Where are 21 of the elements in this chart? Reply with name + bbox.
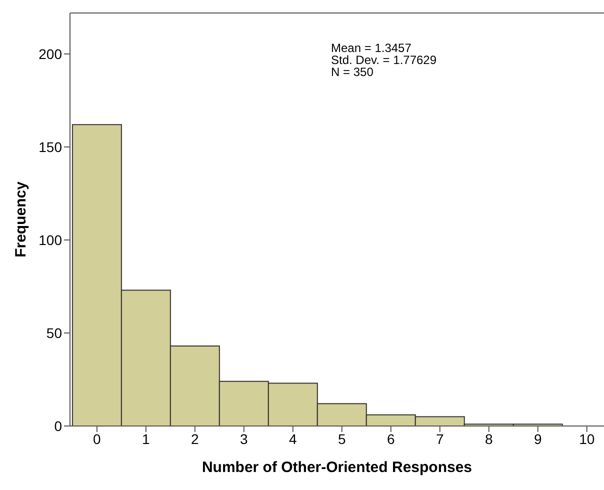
- annotation: N = 350: [331, 65, 374, 79]
- y-tick-label: 100: [38, 232, 62, 248]
- x-tick-label: 0: [93, 430, 102, 447]
- x-tick-label: 8: [484, 430, 493, 447]
- x-tick-label: 7: [436, 430, 444, 447]
- x-tick-label: 4: [289, 430, 298, 447]
- x-tick-label: 6: [386, 430, 395, 447]
- y-tick-label: 200: [38, 46, 62, 62]
- y-tick-label: 0: [54, 418, 62, 434]
- y-tick-label: 150: [38, 138, 62, 155]
- y-tick-label: 50: [46, 324, 62, 341]
- x-tick-label: 2: [191, 430, 200, 447]
- x-tick-label: 1: [142, 430, 150, 447]
- x-tick-label: 3: [240, 430, 248, 447]
- y-axis-title: Frequency: [12, 180, 30, 258]
- x-axis-title: Number of Other-Oriented Responses: [202, 459, 472, 476]
- x-tick-label: 10: [579, 430, 595, 447]
- annotation: Mean = 1.3457: [331, 41, 412, 55]
- annotation: Std. Dev. = 1.77629: [331, 53, 437, 67]
- x-tick-label: 9: [534, 430, 542, 447]
- x-tick-label: 5: [338, 430, 346, 447]
